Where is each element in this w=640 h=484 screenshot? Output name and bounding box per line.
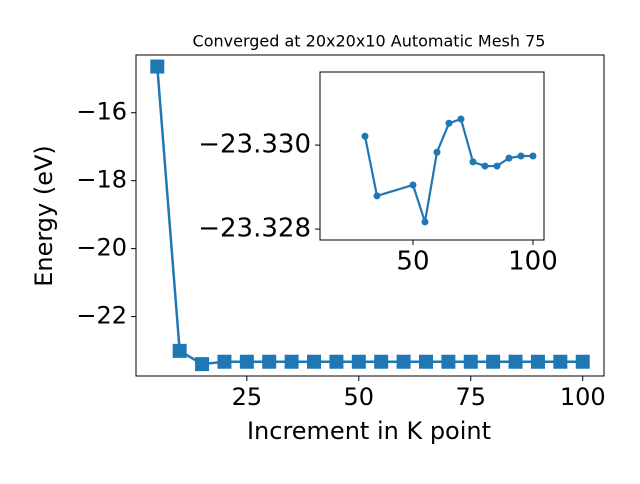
marker xyxy=(433,148,441,156)
marker xyxy=(469,158,477,166)
marker xyxy=(575,354,590,369)
marker xyxy=(457,115,465,123)
y-tick-label: −18 xyxy=(76,166,127,194)
x-axis-label: Increment in K point xyxy=(247,417,491,445)
marker xyxy=(481,162,489,170)
marker xyxy=(421,218,429,226)
marker xyxy=(262,354,277,369)
marker xyxy=(217,354,232,369)
x-tick-label: 75 xyxy=(455,383,486,411)
marker xyxy=(486,354,501,369)
plot xyxy=(150,59,590,372)
marker xyxy=(553,354,568,369)
marker xyxy=(351,354,366,369)
x-tick-label: 25 xyxy=(232,383,263,411)
marker xyxy=(508,354,523,369)
marker xyxy=(517,152,525,160)
y-axis-label: Energy (eV) xyxy=(30,145,58,287)
marker xyxy=(284,354,299,369)
marker xyxy=(396,354,411,369)
marker xyxy=(373,192,381,200)
x-tick-label: 50 xyxy=(344,383,375,411)
y-tick-label: −23.330 xyxy=(198,130,311,160)
plot xyxy=(361,115,537,226)
marker xyxy=(195,357,210,372)
marker xyxy=(172,343,187,358)
marker xyxy=(307,354,322,369)
chart-title: Converged at 20x20x10 Automatic Mesh 75 xyxy=(193,32,546,51)
x-tick-label: 100 xyxy=(560,383,606,411)
x-tick-label: 50 xyxy=(396,247,429,277)
y-tick-label: −16 xyxy=(76,98,127,126)
x-tick-label: 100 xyxy=(508,247,558,277)
y-tick-label: −20 xyxy=(76,234,127,262)
marker xyxy=(409,181,417,189)
y-tick-label: −22 xyxy=(76,302,127,330)
marker xyxy=(329,354,344,369)
marker xyxy=(529,152,537,160)
marker xyxy=(530,354,545,369)
marker xyxy=(441,354,456,369)
y-tick-label: −23.328 xyxy=(198,214,311,244)
marker xyxy=(150,59,165,74)
marker xyxy=(493,162,501,170)
marker xyxy=(418,354,433,369)
marker xyxy=(505,154,513,162)
marker xyxy=(239,354,254,369)
marker xyxy=(463,354,478,369)
marker xyxy=(445,119,453,127)
marker xyxy=(361,132,369,140)
marker xyxy=(374,354,389,369)
